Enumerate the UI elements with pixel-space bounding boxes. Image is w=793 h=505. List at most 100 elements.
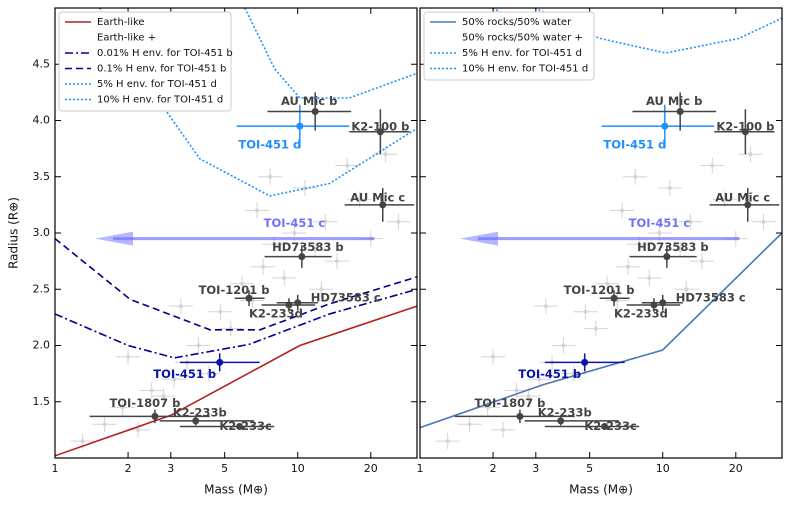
- model-curve: [55, 288, 417, 359]
- background-point: [345, 163, 350, 168]
- background-point: [485, 405, 490, 410]
- planet-label: TOI-1807 b: [109, 396, 180, 410]
- legend-label: 10% H env. for TOI-451 d: [462, 64, 588, 75]
- x-tick-label: 10: [291, 462, 305, 475]
- y-tick-label: 4.0: [33, 114, 51, 127]
- planet-point: [376, 128, 384, 136]
- model-curve: [534, 8, 782, 54]
- legend-label: 50% rocks/50% water: [462, 17, 572, 28]
- background-point: [501, 427, 506, 432]
- background-point: [149, 388, 154, 393]
- planet-point: [216, 358, 224, 366]
- planet-label: TOI-1201 b: [199, 283, 270, 297]
- background-point: [688, 219, 693, 224]
- background-point: [272, 242, 277, 247]
- planet-point: [311, 108, 319, 115]
- planet-point: [557, 417, 565, 425]
- planet-point: [744, 201, 752, 209]
- background-point: [657, 231, 662, 235]
- background-point: [357, 197, 362, 202]
- x-tick-label: 1: [417, 462, 424, 475]
- planet-point: [192, 417, 200, 425]
- background-point: [218, 309, 223, 314]
- plot-area: [420, 8, 782, 450]
- background-point: [633, 174, 638, 179]
- model-curve: [420, 232, 782, 429]
- planet-label: TOI-451 d: [603, 138, 666, 152]
- x-tick-label: 1: [52, 462, 59, 475]
- planet-point: [650, 301, 658, 309]
- legend: 50% rocks/50% water 50% rocks/50% water +…: [423, 11, 595, 81]
- background-point: [240, 281, 245, 286]
- planet-label: K2-233c: [584, 419, 637, 433]
- planet-label: TOI-1807 b: [474, 396, 545, 410]
- planet-label: HD73583 c: [676, 290, 746, 304]
- planet-point: [516, 412, 524, 420]
- x-axis-label: Mass (M⊕): [569, 483, 633, 497]
- plot-area: [55, 8, 417, 457]
- planet-point: [245, 294, 253, 302]
- planet-label: TOI-451 c: [629, 216, 691, 230]
- background-point: [537, 377, 542, 382]
- y-tick-label: 2.0: [33, 339, 51, 352]
- background-point: [334, 259, 339, 264]
- x-axis-label: Mass (M⊕): [204, 483, 268, 497]
- background-point: [102, 422, 107, 427]
- background-point: [748, 152, 753, 157]
- x-tick-label: 20: [729, 462, 743, 475]
- planet-point: [379, 201, 387, 209]
- legend-label: 0.1% H env. for TOI-451 b: [97, 64, 226, 75]
- legend-label: 5% H env. for TOI-451 d: [97, 79, 217, 90]
- planet-label: K2-233d: [249, 307, 303, 321]
- background-point: [526, 394, 531, 399]
- legend-box: [58, 11, 232, 112]
- background-point: [80, 439, 85, 444]
- background-point: [136, 427, 141, 432]
- planet-label: K2-233b: [538, 405, 592, 419]
- legend-subtitle: Earth-like +: [97, 33, 156, 44]
- planet-point: [663, 253, 671, 261]
- planet-point: [741, 128, 749, 136]
- planet-label: TOI-1201 b: [564, 283, 635, 297]
- background-point: [684, 287, 689, 292]
- background-point: [667, 186, 672, 190]
- x-tick-label: 3: [532, 462, 539, 475]
- planet-label: TOI-451 c: [264, 216, 326, 230]
- planet-point: [601, 423, 609, 430]
- planet-label: HD73583 c: [311, 290, 381, 304]
- planet-label: HD73583 b: [637, 240, 708, 254]
- background-point: [383, 152, 388, 157]
- background-point: [396, 219, 401, 224]
- background-point: [637, 242, 642, 247]
- planet-point: [298, 253, 306, 261]
- y-tick-label: 2.5: [33, 282, 51, 295]
- planet-point: [236, 423, 244, 430]
- planet-label: AU Mic b: [281, 94, 337, 108]
- background-point: [323, 219, 328, 224]
- legend: Earth-like Earth-like + 0.01% H env. for T…: [58, 11, 233, 112]
- planet-point: [676, 108, 684, 115]
- background-point: [605, 281, 610, 286]
- y-tick-label: 1.5: [33, 395, 51, 408]
- x-tick-label: 3: [167, 462, 174, 475]
- background-point: [626, 264, 631, 269]
- y-axis-label: Radius (R⊕): [7, 197, 21, 269]
- planet-point: [296, 122, 304, 130]
- background-point: [172, 377, 177, 382]
- x-tick-label: 2: [490, 462, 497, 475]
- background-point: [561, 343, 566, 348]
- background-point: [647, 276, 652, 280]
- planet-label: K2-100 b: [351, 119, 409, 133]
- background-point: [178, 304, 183, 309]
- planet-point: [151, 412, 159, 420]
- arrow-head: [460, 231, 498, 246]
- planet-point: [610, 294, 618, 302]
- background-point: [255, 208, 260, 213]
- background-point: [722, 197, 727, 202]
- background-point: [261, 264, 266, 269]
- legend-label: Earth-like: [97, 17, 145, 28]
- planet-point: [581, 358, 589, 366]
- background-point: [268, 174, 273, 179]
- planet-label: TOI-451 b: [518, 367, 581, 381]
